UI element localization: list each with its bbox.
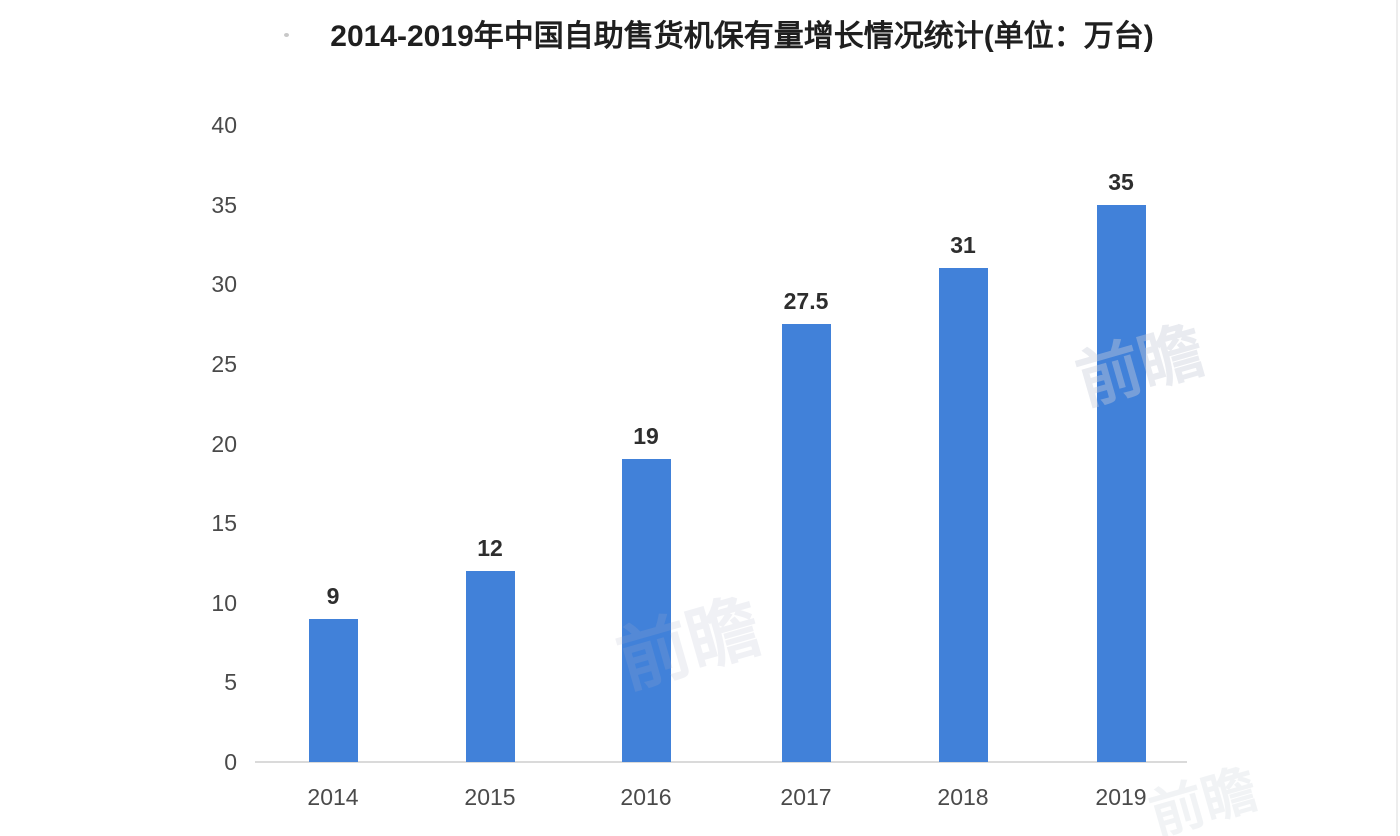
image-right-border <box>1396 0 1398 836</box>
bar-value-label: 12 <box>477 534 503 561</box>
bar-2015 <box>465 570 515 762</box>
x-tick-label: 2015 <box>464 784 516 810</box>
bar-2019 <box>1096 204 1146 762</box>
y-tick-label: 5 <box>224 669 237 696</box>
y-tick-label: 30 <box>211 271 237 298</box>
y-tick-label: 10 <box>211 589 237 616</box>
y-tick-label: 15 <box>211 510 237 537</box>
y-tick-label: 20 <box>211 430 237 457</box>
y-tick-label: 0 <box>224 749 237 775</box>
bar-value-label: 27.5 <box>783 288 829 315</box>
bar-2014 <box>308 618 358 762</box>
x-tick-label: 2014 <box>307 784 359 810</box>
y-tick-label: 40 <box>211 112 237 138</box>
x-tick-label: 2019 <box>1095 784 1147 810</box>
bar-value-label: 31 <box>950 232 976 259</box>
bar-2016 <box>621 459 671 762</box>
x-axis-line <box>255 761 1187 763</box>
bar-value-label: 19 <box>633 423 659 450</box>
bar-2018 <box>938 268 988 762</box>
x-tick-label: 2018 <box>937 784 989 810</box>
x-tick-label: 2017 <box>780 784 832 810</box>
y-tick-label: 25 <box>211 350 237 377</box>
chart-title: 2014-2019年中国自助售货机保有量增长情况统计(单位：万台) <box>330 20 1154 53</box>
bar-value-label: 9 <box>326 582 340 609</box>
x-tick-label: 2016 <box>620 784 672 810</box>
artifact-dot <box>284 33 289 37</box>
y-tick-label: 35 <box>211 191 237 218</box>
bar-value-label: 35 <box>1108 168 1134 195</box>
bar-2017 <box>781 324 831 762</box>
